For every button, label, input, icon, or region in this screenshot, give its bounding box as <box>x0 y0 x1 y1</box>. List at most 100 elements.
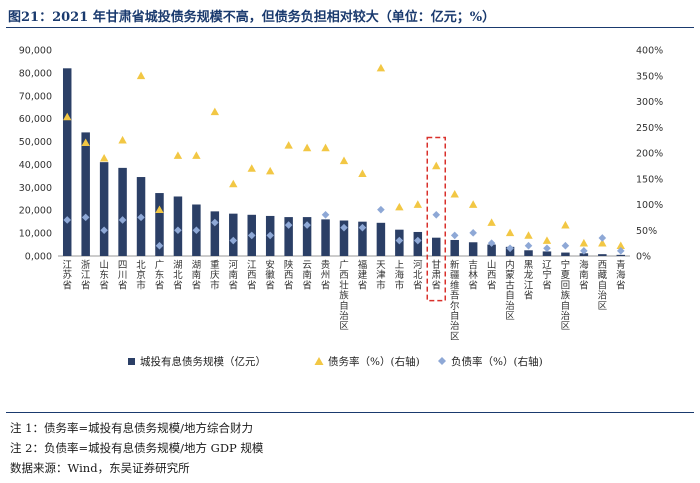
category-label: 陕西省 <box>284 259 294 291</box>
liability-ratio-point <box>358 223 367 232</box>
debt-ratio-point <box>561 220 570 229</box>
category-label: 云南省 <box>302 260 312 291</box>
bar <box>81 132 90 256</box>
liability-ratio-point <box>266 231 274 240</box>
debt-ratio-point <box>395 202 404 211</box>
debt-ratio-point <box>339 156 349 165</box>
liability-ratio-point <box>284 221 293 229</box>
liability-ratio-point <box>450 231 459 240</box>
debt-ratio-point <box>542 236 552 244</box>
debt-ratio-point <box>136 71 146 80</box>
category-label: 上海市 <box>395 260 405 291</box>
bar <box>321 219 330 256</box>
chart: 0,000 10,000 20,000 30,000 40,000 50,000 60,00… <box>19 46 663 369</box>
bar <box>99 162 109 256</box>
right-tick-label: 50% <box>636 226 657 237</box>
liability-ratio-point <box>524 241 533 250</box>
debt-ratio-point <box>321 143 330 152</box>
debt-ratio-point <box>229 179 238 188</box>
debt-ratio-point <box>63 112 72 121</box>
bar <box>450 239 459 256</box>
category-label: 河南省 <box>229 259 239 291</box>
liability-ratio-point <box>229 236 238 245</box>
liability-ratio-point <box>321 211 330 219</box>
debt-ratio-point <box>81 138 90 147</box>
right-tick-label: 0% <box>636 252 651 263</box>
right-axis: 0% 50% 100% 150% 200% 250% 300% 350% 400% <box>636 46 663 263</box>
liability-ratio-point <box>469 229 477 237</box>
debt-ratio-point <box>284 141 293 149</box>
category-label: 重庆市 <box>210 259 220 291</box>
liability-ratio-point <box>395 236 404 245</box>
liability-ratio-series <box>63 205 625 255</box>
right-tick-label: 100% <box>636 200 663 211</box>
category-label: 贵州省 <box>321 259 331 291</box>
category-label: 北京市 <box>136 260 146 291</box>
left-axis: 0,000 10,000 20,000 30,000 40,000 50,000 60,00… <box>19 46 52 263</box>
category-label: 福建省 <box>358 259 368 291</box>
bar <box>561 252 570 256</box>
bar <box>118 167 127 256</box>
debt-ratio-point <box>468 200 478 208</box>
liability-ratio-point <box>340 223 348 232</box>
debt-ratio-point <box>579 238 589 247</box>
note-2: 注 2：负债率=城投有息债务规模/地方 GDP 规模 <box>10 441 264 455</box>
bar <box>376 222 386 256</box>
debt-ratio-point <box>598 238 607 247</box>
title-rule <box>6 27 694 28</box>
legend-label-debt-ratio: 债务率（%）(右轴) <box>328 355 420 368</box>
liability-ratio-point <box>598 234 607 242</box>
category-label: 山东省 <box>99 260 109 291</box>
liability-ratio-point <box>100 226 108 235</box>
bar <box>302 217 312 256</box>
note-1: 注 1：债务率=城投有息债务规模/地方综合财力 <box>10 421 253 435</box>
liability-ratio-point <box>487 239 496 247</box>
bar <box>155 193 164 256</box>
liability-ratio-point <box>616 247 625 255</box>
liability-ratio-point <box>81 213 90 222</box>
debt-ratio-point <box>210 107 220 116</box>
debt-ratio-point <box>413 200 423 208</box>
category-label: 吉林省 <box>468 260 478 291</box>
bar <box>62 68 72 256</box>
category-label: 辽宁省 <box>542 259 552 291</box>
bar <box>173 196 183 256</box>
category-label: 青海省 <box>616 259 626 291</box>
category-label: 广东省 <box>155 259 165 291</box>
debt-ratio-series <box>63 63 625 250</box>
debt-ratio-point <box>616 241 625 250</box>
left-tick-label: 40,000 <box>19 160 52 171</box>
bar <box>339 220 349 256</box>
category-label: 内蒙古自治区 <box>505 259 515 322</box>
debt-ratio-point <box>155 205 164 214</box>
debt-ratio-point <box>487 218 496 226</box>
category-label: 新疆维吾尔自治区 <box>450 259 460 342</box>
category-label: 河北省 <box>413 259 423 291</box>
liability-ratio-point <box>580 247 588 255</box>
left-tick-label: 60,000 <box>19 114 52 125</box>
right-tick-label: 200% <box>636 149 663 160</box>
liability-ratio-point <box>211 218 219 227</box>
category-label: 湖北省 <box>173 260 183 291</box>
liability-ratio-point <box>174 226 182 235</box>
category-label: 天津市 <box>376 260 386 291</box>
left-tick-label: 10,000 <box>19 229 52 240</box>
right-tick-label: 400% <box>636 46 663 57</box>
liability-ratio-point <box>561 241 570 250</box>
right-tick-label: 350% <box>636 71 663 82</box>
notes-rule <box>6 412 694 413</box>
left-tick-label: 20,000 <box>19 206 52 217</box>
debt-ratio-point <box>118 135 127 144</box>
category-label: 湖南省 <box>192 260 202 291</box>
liability-ratio-point <box>247 231 256 240</box>
debt-ratio-point <box>265 166 275 175</box>
legend-swatch-bar <box>128 358 135 365</box>
legend-swatch-debt-ratio <box>314 357 324 365</box>
debt-ratio-point <box>358 169 367 177</box>
bar <box>487 244 496 256</box>
bar <box>229 213 238 256</box>
category-label: 宁夏回族自治区 <box>561 259 571 332</box>
debt-ratio-point <box>376 63 386 72</box>
category-label: 西藏自治区 <box>598 260 608 312</box>
liability-ratio-point <box>155 241 164 250</box>
